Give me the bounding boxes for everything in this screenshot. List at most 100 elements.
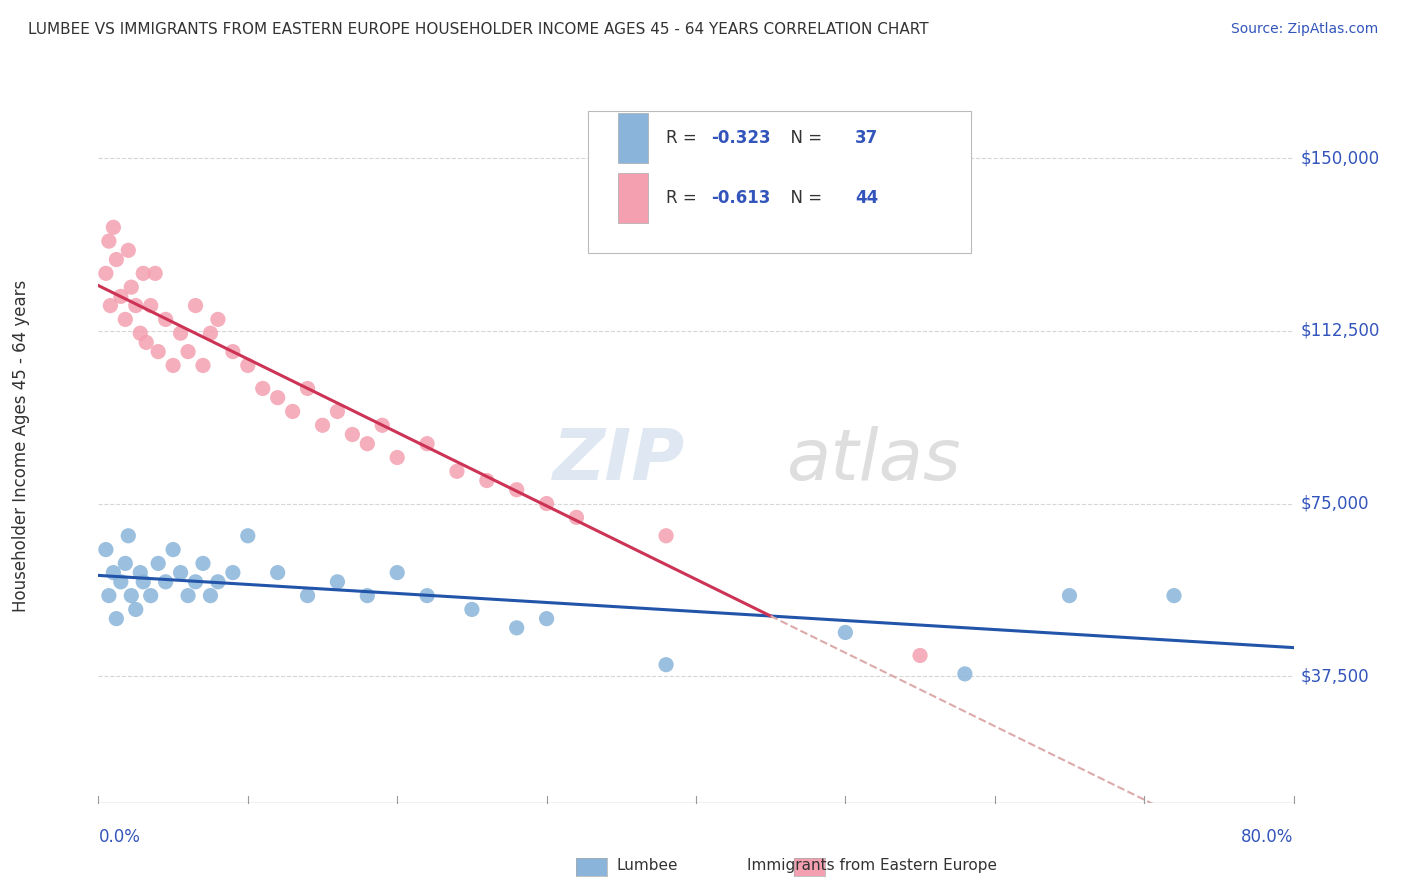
Point	[655, 657, 678, 672]
Point	[267, 566, 290, 580]
Point	[236, 359, 259, 373]
Point	[94, 542, 117, 557]
Point	[120, 280, 142, 294]
Point	[103, 220, 125, 235]
Point	[1163, 589, 1185, 603]
Text: N =: N =	[779, 189, 827, 207]
Point	[98, 299, 122, 313]
Text: 0.0%: 0.0%	[98, 828, 141, 846]
Point	[281, 404, 304, 418]
Point	[191, 557, 214, 571]
Text: Source: ZipAtlas.com: Source: ZipAtlas.com	[1230, 22, 1378, 37]
Point	[132, 266, 155, 280]
Point	[356, 589, 378, 603]
Point	[177, 589, 200, 603]
Point	[297, 589, 319, 603]
Point	[97, 589, 120, 603]
Text: atlas: atlas	[786, 425, 960, 495]
Point	[148, 344, 170, 359]
Point	[155, 312, 177, 326]
Text: Householder Income Ages 45 - 64 years: Householder Income Ages 45 - 64 years	[13, 280, 30, 612]
Point	[148, 557, 170, 571]
Point	[416, 436, 439, 450]
Point	[200, 326, 222, 341]
Point	[252, 381, 274, 395]
Text: N =: N =	[779, 128, 827, 146]
Point	[110, 574, 132, 589]
Point	[125, 299, 148, 313]
Point	[953, 666, 976, 681]
Point	[105, 612, 128, 626]
FancyBboxPatch shape	[619, 173, 648, 223]
Point	[139, 589, 162, 603]
Text: Lumbee: Lumbee	[616, 858, 678, 872]
Point	[120, 589, 142, 603]
Point	[129, 326, 152, 341]
Point	[655, 529, 678, 543]
Text: ZIP: ZIP	[553, 425, 685, 495]
Text: -0.323: -0.323	[711, 128, 770, 146]
Point	[184, 299, 207, 313]
Text: $37,500: $37,500	[1301, 667, 1369, 685]
Text: Immigrants from Eastern Europe: Immigrants from Eastern Europe	[747, 858, 997, 872]
Point	[222, 566, 245, 580]
Point	[125, 602, 148, 616]
Point	[132, 574, 155, 589]
Point	[177, 344, 200, 359]
Point	[200, 589, 222, 603]
Point	[356, 436, 378, 450]
Point	[342, 427, 364, 442]
Point	[506, 483, 529, 497]
Point	[834, 625, 856, 640]
Point	[446, 464, 468, 478]
Text: R =: R =	[666, 189, 702, 207]
Point	[110, 289, 132, 303]
Point	[222, 344, 245, 359]
Point	[94, 266, 117, 280]
Point	[326, 404, 349, 418]
Point	[155, 574, 177, 589]
Point	[117, 529, 139, 543]
Point	[326, 574, 349, 589]
Text: -0.613: -0.613	[711, 189, 770, 207]
Point	[105, 252, 128, 267]
Text: LUMBEE VS IMMIGRANTS FROM EASTERN EUROPE HOUSEHOLDER INCOME AGES 45 - 64 YEARS C: LUMBEE VS IMMIGRANTS FROM EASTERN EUROPE…	[28, 22, 929, 37]
Point	[162, 359, 184, 373]
Point	[207, 574, 229, 589]
Point	[103, 566, 125, 580]
Point	[908, 648, 931, 663]
Text: $150,000: $150,000	[1301, 149, 1379, 168]
Point	[506, 621, 529, 635]
Point	[114, 312, 136, 326]
Point	[385, 566, 409, 580]
Point	[184, 574, 207, 589]
Text: 37: 37	[855, 128, 879, 146]
Point	[297, 381, 319, 395]
Point	[191, 359, 214, 373]
Point	[162, 542, 184, 557]
Text: 80.0%: 80.0%	[1241, 828, 1294, 846]
Point	[169, 566, 191, 580]
Point	[143, 266, 166, 280]
Point	[139, 299, 162, 313]
Point	[135, 335, 157, 350]
Point	[416, 589, 439, 603]
Point	[536, 612, 558, 626]
Point	[207, 312, 229, 326]
FancyBboxPatch shape	[619, 112, 648, 162]
Point	[169, 326, 191, 341]
Point	[236, 529, 259, 543]
Point	[565, 510, 588, 524]
Point	[385, 450, 409, 465]
Text: 44: 44	[855, 189, 879, 207]
Point	[461, 602, 484, 616]
Point	[311, 418, 333, 433]
FancyBboxPatch shape	[588, 111, 970, 253]
Point	[1059, 589, 1081, 603]
Text: R =: R =	[666, 128, 702, 146]
Text: $112,500: $112,500	[1301, 322, 1379, 340]
Text: $75,000: $75,000	[1301, 494, 1369, 513]
Point	[129, 566, 152, 580]
Point	[97, 234, 120, 248]
Point	[117, 244, 139, 258]
